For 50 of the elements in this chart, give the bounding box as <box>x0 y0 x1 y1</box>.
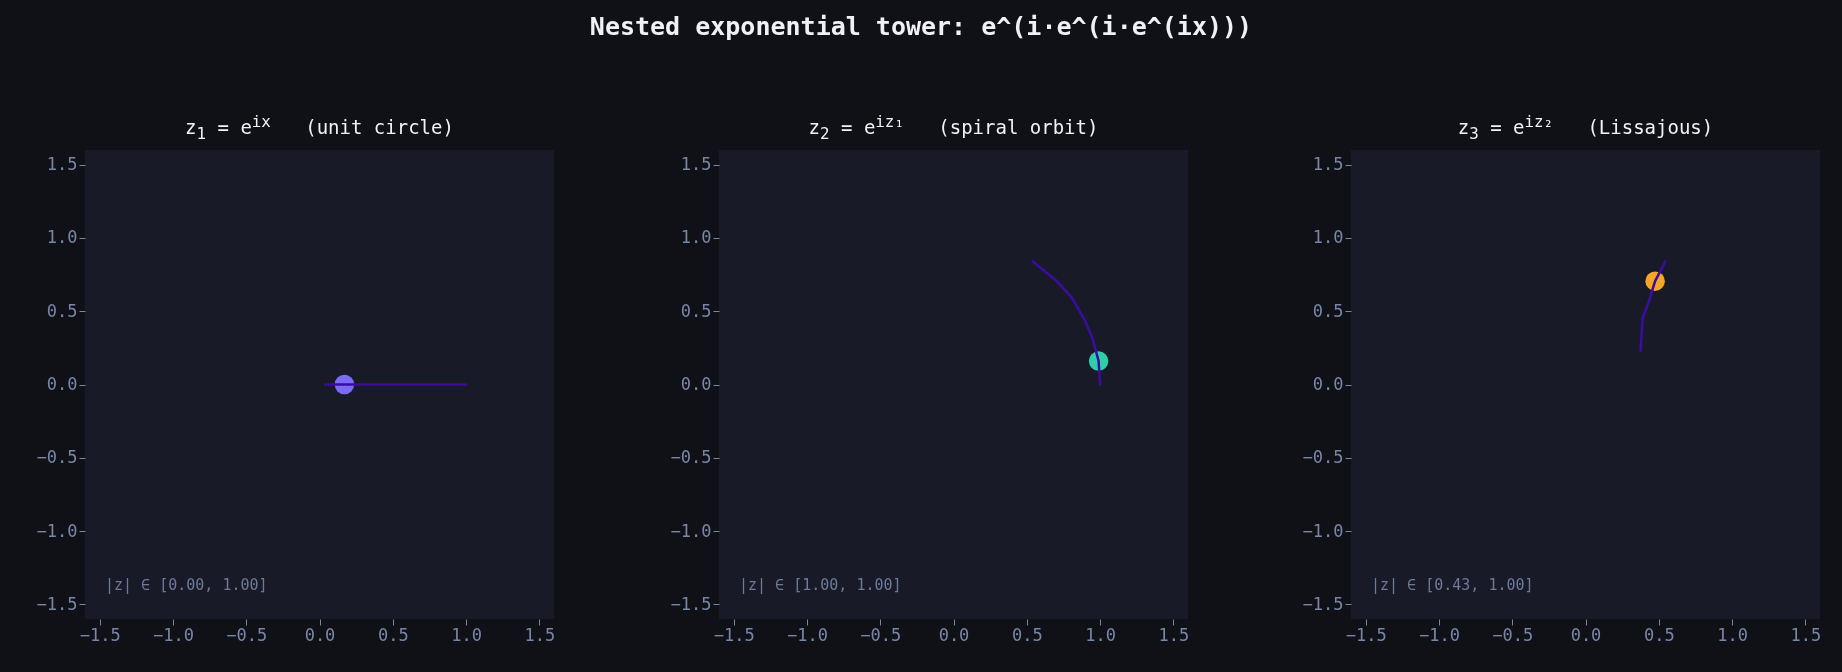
x-tick-label: −1.0 <box>1418 624 1460 645</box>
y-tick-label: 0.0 <box>1312 374 1344 394</box>
y-tick-label: 0.5 <box>680 300 712 321</box>
y-tick-label: −0.5 <box>670 447 712 468</box>
x-tick-label: −0.5 <box>1492 624 1534 645</box>
y-tick-label: 1.0 <box>680 227 712 248</box>
annotation: |z| ∈ [1.00, 1.00] <box>739 576 902 594</box>
x-tick-label: 1.5 <box>1158 624 1190 645</box>
y-tick-label: −1.5 <box>36 593 78 614</box>
text: Nested exponential tower: e^(i·e^(i·e^(ix))) <box>588 12 1254 41</box>
y-tick-label: 1.5 <box>46 154 78 175</box>
x-tick-label: 1.0 <box>451 624 482 645</box>
x-tick-label: 0.5 <box>1011 624 1043 645</box>
x-tick-label: −1.0 <box>152 624 194 645</box>
y-tick-label: 1.0 <box>46 227 78 248</box>
y-tick-label: −0.5 <box>36 447 78 468</box>
y-tick-label: −1.0 <box>36 520 78 541</box>
chart-title: z$_{2}$ = e$^{iz₁}$ (spiral orbit) <box>808 112 1099 144</box>
x-tick-label: −0.5 <box>226 624 268 645</box>
x-tick-label: 0.5 <box>1643 624 1675 645</box>
y-tick-label: 0.5 <box>1312 300 1344 321</box>
y-tick-label: 0.0 <box>680 374 712 394</box>
y-tick-label: 1.5 <box>1312 154 1344 175</box>
x-tick-label: 0.5 <box>377 624 409 645</box>
x-tick-label: 1.0 <box>1085 624 1116 645</box>
x-tick-label: −1.5 <box>79 624 121 645</box>
y-tick-label: 0.5 <box>46 300 78 321</box>
x-tick-label: 0.0 <box>938 624 970 645</box>
y-tick-label: −1.0 <box>670 520 712 541</box>
chart-title: z$_{3}$ = e$^{iz₂}$ (Lissajous) <box>1457 112 1714 144</box>
x-tick-label: 0.0 <box>304 624 336 645</box>
x-tick-label: 1.5 <box>1790 624 1822 645</box>
x-tick-label: 0.0 <box>1570 624 1602 645</box>
x-tick-label: −1.5 <box>1345 624 1387 645</box>
y-tick-label: 0.0 <box>46 374 78 394</box>
x-tick-label: −0.5 <box>860 624 902 645</box>
x-tick-label: −1.5 <box>713 624 755 645</box>
x-tick-label: −1.0 <box>786 624 828 645</box>
y-tick-label: −1.5 <box>670 593 712 614</box>
y-tick-label: −1.0 <box>1302 520 1344 541</box>
x-tick-label: 1.5 <box>524 624 556 645</box>
x-tick-label: 1.0 <box>1717 624 1748 645</box>
annotation: |z| ∈ [0.43, 1.00] <box>1371 576 1534 594</box>
y-tick-label: −1.5 <box>1302 593 1344 614</box>
y-tick-label: 1.5 <box>680 154 712 175</box>
y-tick-label: 1.0 <box>1312 227 1344 248</box>
line-series <box>1639 260 1667 353</box>
annotation: |z| ∈ [0.00, 1.00] <box>105 576 268 594</box>
chart-title: z$_{1}$ = e$^{ix}$ (unit circle) <box>185 112 454 144</box>
y-tick-label: −0.5 <box>1302 447 1344 468</box>
